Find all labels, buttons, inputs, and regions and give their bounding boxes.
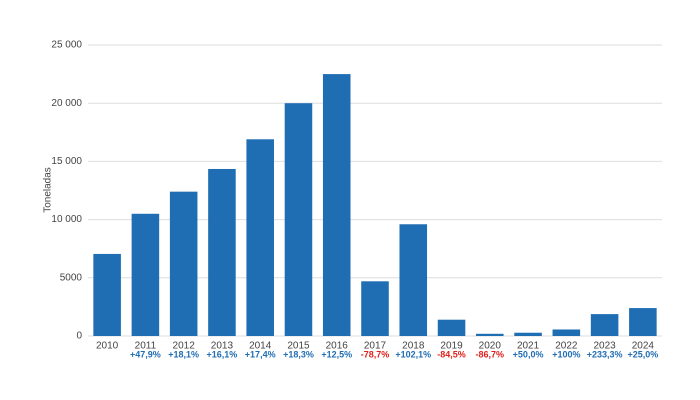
y-tick-label: 25 000 [51,40,82,51]
x-tick-label: 2012 [173,341,196,352]
change-label: +17,4% [245,349,276,359]
bar [437,319,466,336]
bar [514,332,542,336]
x-tick-label: 2014 [249,341,272,352]
x-tick-label: 2010 [96,341,119,352]
x-tick-label: 2020 [479,341,502,352]
bar [399,224,428,336]
bar [552,329,581,336]
bar [246,139,274,336]
bar [476,333,504,336]
bar [93,253,121,336]
change-label: +25,0% [627,349,658,359]
change-label: +18,3% [283,349,314,359]
x-tick-label: 2017 [364,341,387,352]
x-tick-label: 2024 [632,341,655,352]
y-axis-label: Toneladas [43,167,54,213]
bar [629,308,657,336]
y-tick-label: 15 000 [51,156,82,167]
change-label: +100% [552,349,580,359]
change-label: -84,5% [437,349,466,359]
y-tick-label: 20 000 [51,98,82,109]
bar [131,213,160,336]
change-label: +12,5% [321,349,352,359]
change-label: +102,1% [395,349,431,359]
y-tick-label: 5000 [60,272,83,283]
x-tick-label: 2018 [402,341,425,352]
x-tick-label: 2011 [135,341,157,352]
x-tick-label: 2015 [287,341,310,352]
bar [284,103,313,336]
bar [590,314,619,336]
bar [169,191,198,336]
change-label: +16,1% [207,349,238,359]
bar [208,168,236,336]
bar [361,281,389,336]
change-label: -86,7% [476,349,505,359]
change-label: +18,1% [168,349,199,359]
y-tick-label: 10 000 [51,214,82,225]
x-tick-label: 2023 [593,341,616,352]
change-label: +233,3% [587,349,623,359]
change-label: +50,0% [513,349,544,359]
x-tick-label: 2021 [517,341,540,352]
y-tick-label: 0 [76,331,82,342]
x-tick-label: 2022 [555,341,578,352]
change-label: +47,9% [130,349,161,359]
x-tick-label: 2016 [326,341,349,352]
change-label: -78,7% [361,349,390,359]
bar [322,74,351,336]
x-tick-label: 2019 [440,341,463,352]
x-tick-label: 2013 [211,341,234,352]
